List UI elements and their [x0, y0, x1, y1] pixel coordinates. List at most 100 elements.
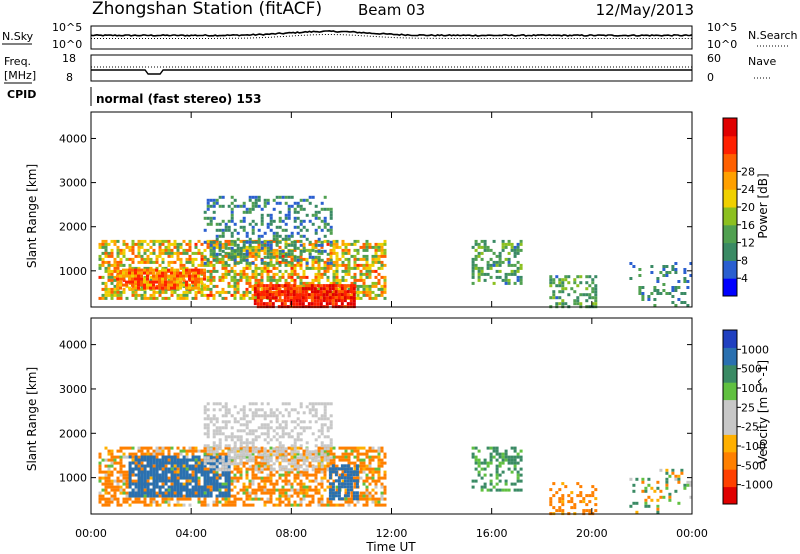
power-cell — [212, 269, 216, 273]
power-cell — [260, 207, 264, 211]
velocity-cell — [209, 450, 213, 454]
velocity-cell — [221, 449, 225, 453]
power-cell — [337, 296, 341, 300]
power-cell — [149, 245, 153, 249]
power-cell — [656, 280, 660, 283]
velocity-cell — [332, 479, 336, 483]
power-cell — [483, 278, 487, 282]
power-cell — [179, 293, 183, 297]
velocity-cell — [353, 449, 357, 453]
velocity-cell — [293, 473, 297, 477]
power-cell — [305, 198, 309, 202]
power-cell — [125, 268, 128, 272]
velocity-cell — [224, 476, 228, 480]
power-cell — [233, 284, 237, 288]
nave-label: Nave — [748, 55, 776, 68]
velocity-cell — [314, 473, 318, 477]
velocity-cell — [173, 476, 177, 480]
power-cell — [268, 293, 272, 297]
velocity-cell — [215, 468, 219, 472]
power-cell — [170, 254, 174, 258]
velocity-cell — [146, 470, 150, 474]
power-cell — [248, 222, 252, 226]
power-cell — [298, 299, 302, 303]
power-cell — [164, 274, 167, 278]
power-cell — [185, 293, 189, 297]
power-cell — [489, 266, 493, 270]
power-cell — [137, 242, 141, 246]
velocity-cell — [239, 429, 243, 433]
velocity-cell — [131, 458, 135, 462]
velocity-cell — [594, 509, 598, 513]
power-cell — [233, 263, 237, 267]
power-cell — [302, 269, 306, 273]
power-cell — [215, 290, 219, 294]
power-cell — [474, 248, 478, 252]
power-cell — [662, 289, 666, 292]
power-cell — [332, 260, 336, 264]
power-cell — [365, 263, 369, 267]
power-cell — [380, 290, 384, 294]
velocity-cell — [340, 485, 344, 489]
velocity-cell — [362, 461, 366, 465]
velocity-cell — [287, 482, 291, 486]
power-cell — [191, 257, 195, 261]
power-cell — [173, 245, 177, 249]
velocity-cell — [140, 488, 144, 492]
velocity-cell — [218, 485, 222, 489]
power-cell — [308, 281, 312, 285]
power-cell — [585, 299, 589, 303]
velocity-cell — [164, 500, 168, 504]
power-cell — [292, 299, 296, 303]
power-cell — [197, 251, 201, 255]
velocity-cell — [356, 476, 360, 480]
velocity-cell — [504, 458, 508, 462]
velocity-cell — [332, 503, 336, 507]
power-cell — [233, 272, 237, 276]
velocity-cell — [248, 467, 252, 471]
velocity-cell — [227, 420, 231, 424]
velocity-cell — [347, 458, 351, 462]
velocity-cell — [308, 488, 312, 492]
power-cell — [365, 260, 369, 264]
velocity-cell — [152, 479, 156, 483]
power-colorbar-swatch — [723, 135, 737, 155]
velocity-cell — [182, 458, 186, 462]
velocity-cell — [278, 452, 282, 456]
velocity-cell — [495, 470, 499, 474]
velocity-cell — [173, 488, 177, 492]
velocity-cell — [335, 503, 339, 507]
power-cell — [209, 254, 213, 258]
velocity-cell — [98, 467, 102, 471]
velocity-cell — [308, 473, 312, 477]
velocity-cell — [149, 473, 153, 477]
power-cell — [131, 268, 134, 272]
power-cell — [307, 302, 311, 306]
power-cell — [471, 269, 475, 273]
power-cell — [573, 299, 577, 303]
velocity-cell — [212, 429, 216, 433]
power-cell — [284, 222, 288, 226]
power-cell — [152, 293, 156, 297]
power-cell — [197, 290, 201, 294]
velocity-cell — [215, 455, 219, 459]
power-cell — [317, 269, 321, 273]
velocity-cell — [323, 467, 327, 471]
power-cell — [158, 245, 162, 249]
power-cell — [671, 289, 675, 292]
velocity-cell — [329, 420, 333, 424]
velocity-cell — [656, 486, 660, 490]
velocity-cell — [242, 449, 246, 453]
velocity-cell — [218, 491, 222, 495]
velocity-cell — [179, 473, 183, 477]
velocity-cell — [206, 476, 210, 480]
velocity-cell — [665, 477, 669, 481]
power-cell — [266, 198, 270, 202]
velocity-cell — [272, 485, 276, 489]
velocity-cell — [299, 470, 303, 474]
power-cell — [310, 284, 314, 288]
velocity-cell — [489, 461, 493, 465]
power-cell — [329, 210, 333, 214]
velocity-cell — [110, 500, 114, 504]
velocity-cell — [110, 449, 114, 453]
